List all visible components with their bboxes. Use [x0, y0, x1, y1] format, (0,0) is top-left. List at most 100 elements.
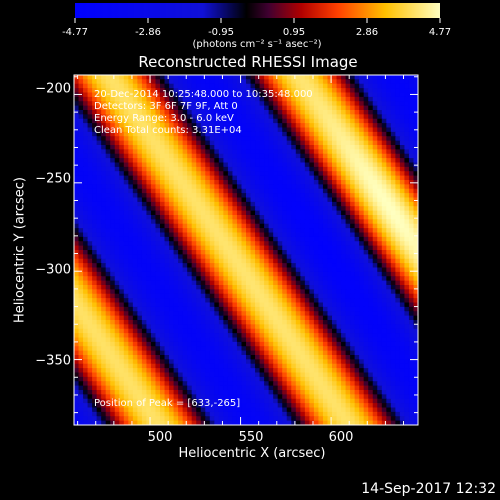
- heatmap-cell: [200, 171, 206, 177]
- heatmap-cell: [286, 223, 292, 229]
- heatmap-cell: [354, 123, 360, 129]
- heatmap-cell: [372, 110, 378, 115]
- heatmap-cell: [313, 355, 320, 360]
- heatmap-cell: [295, 131, 301, 137]
- heatmap-cell: [164, 210, 170, 216]
- heatmap-cell: [350, 210, 356, 216]
- heatmap-cell: [286, 149, 292, 155]
- heatmap-cell: [128, 105, 134, 111]
- heatmap-cell: [87, 311, 93, 317]
- heatmap-cell: [232, 184, 238, 190]
- heatmap-cell: [196, 127, 202, 133]
- heatmap-cell: [191, 136, 197, 142]
- heatmap-cell: [341, 175, 347, 181]
- heatmap-cell: [182, 83, 188, 89]
- heatmap-cell: [164, 114, 170, 120]
- heatmap-cell: [236, 228, 243, 234]
- heatmap-cell: [359, 254, 365, 260]
- heatmap-cell: [141, 346, 148, 352]
- heatmap-cell: [78, 193, 84, 199]
- heatmap-cell: [372, 267, 378, 273]
- heatmap-cell: [395, 315, 401, 321]
- heatmap-cell: [182, 149, 188, 155]
- heatmap-cell: [132, 197, 138, 203]
- heatmap-cell: [246, 355, 252, 360]
- heatmap-cell: [390, 193, 396, 199]
- heatmap-cell: [336, 180, 342, 185]
- heatmap-cell: [395, 355, 401, 360]
- heatmap-cell: [395, 245, 401, 251]
- heatmap-cell: [105, 271, 111, 277]
- heatmap-cell: [304, 193, 310, 199]
- heatmap-cell: [209, 241, 215, 247]
- heatmap-cell: [74, 315, 80, 321]
- heatmap-cell: [200, 105, 206, 111]
- heatmap-cell: [196, 306, 202, 312]
- heatmap-cell: [413, 88, 418, 94]
- heatmap-cell: [404, 180, 410, 185]
- heatmap-cell: [182, 136, 188, 142]
- heatmap-cell: [300, 223, 306, 229]
- heatmap-cell: [218, 306, 224, 312]
- heatmap-cell: [359, 289, 365, 295]
- heatmap-cell: [241, 206, 247, 212]
- heatmap-cell: [390, 140, 396, 146]
- heatmap-cell: [300, 245, 306, 251]
- heatmap-cell: [200, 333, 206, 339]
- heatmap-cell: [241, 92, 247, 98]
- heatmap-cell: [413, 206, 418, 212]
- heatmap-cell: [196, 171, 202, 177]
- heatmap-cell: [205, 201, 211, 207]
- heatmap-cell: [209, 197, 215, 203]
- heatmap-cell: [354, 114, 360, 120]
- heatmap-cell: [132, 236, 138, 242]
- heatmap-cell: [169, 145, 175, 150]
- heatmap-cell: [327, 180, 333, 185]
- heatmap-cell: [241, 267, 247, 273]
- heatmap-cell: [114, 306, 120, 312]
- heatmap-cell: [399, 158, 406, 164]
- heatmap-cell: [232, 175, 238, 181]
- heatmap-cell: [123, 289, 129, 295]
- heatmap-cell: [87, 136, 93, 142]
- heatmap-cell: [273, 136, 279, 142]
- heatmap-cell: [223, 228, 229, 234]
- heatmap-cell: [246, 145, 252, 150]
- heatmap-cell: [345, 188, 351, 194]
- heatmap-cell: [169, 258, 175, 264]
- heatmap-cell: [214, 171, 220, 177]
- heatmap-cell: [345, 324, 351, 330]
- heatmap-cell: [300, 346, 306, 352]
- heatmap-cell: [178, 153, 184, 159]
- heatmap-cell: [413, 219, 418, 225]
- heatmap-cell: [101, 236, 107, 242]
- heatmap-cell: [178, 175, 184, 181]
- heatmap-cell: [408, 118, 415, 124]
- heatmap-cell: [304, 355, 310, 360]
- heatmap-cell: [413, 236, 418, 242]
- heatmap-cell: [264, 171, 270, 177]
- heatmap-cell: [304, 258, 310, 264]
- heatmap-cell: [155, 359, 161, 365]
- heatmap-cell: [368, 328, 374, 334]
- heatmap-cell: [137, 136, 143, 142]
- heatmap-cell: [341, 324, 347, 330]
- heatmap-cell: [300, 180, 306, 185]
- heatmap-cell: [146, 320, 152, 325]
- heatmap-cell: [246, 88, 252, 94]
- heatmap-cell: [386, 184, 392, 190]
- heatmap-cell: [246, 359, 252, 365]
- heatmap-cell: [83, 118, 89, 124]
- heatmap-cell: [282, 320, 288, 325]
- heatmap-cell: [96, 341, 102, 347]
- heatmap-cell: [150, 232, 157, 238]
- heatmap-cell: [187, 285, 193, 290]
- heatmap-cell: [277, 302, 283, 308]
- heatmap-cell: [404, 337, 410, 343]
- heatmap-cell: [114, 201, 120, 207]
- heatmap-cell: [123, 127, 129, 133]
- heatmap-cell: [96, 184, 102, 190]
- heatmap-cell: [259, 359, 265, 365]
- heatmap-cell: [227, 193, 234, 199]
- heatmap-cell: [92, 232, 98, 238]
